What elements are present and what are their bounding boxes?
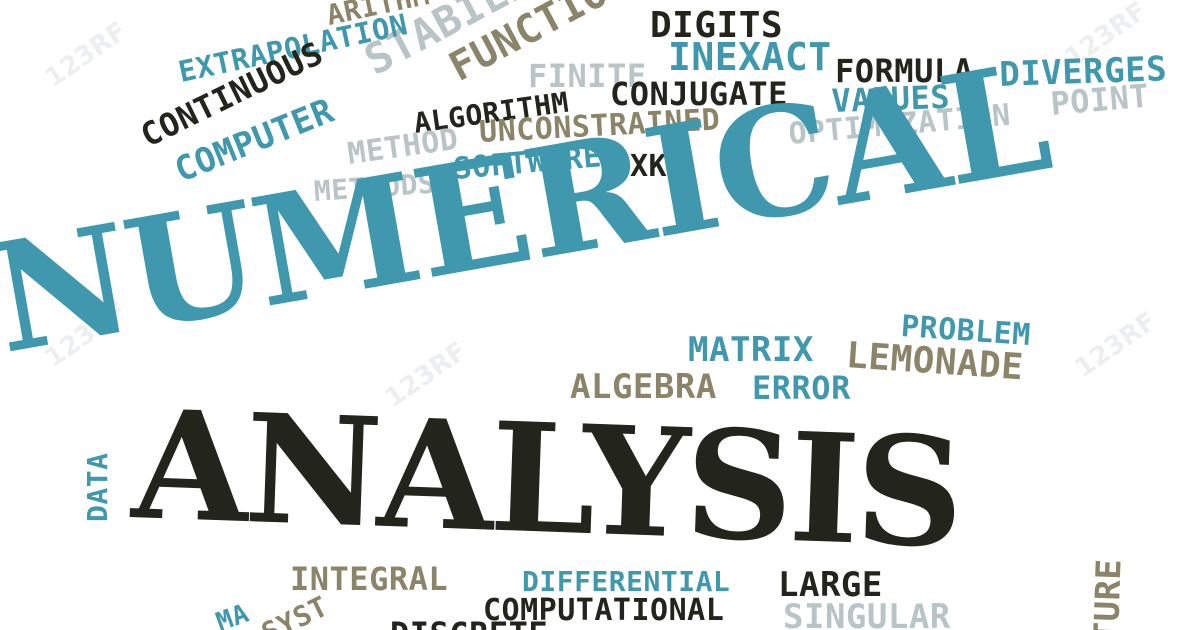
word-large: LARGE xyxy=(778,565,883,605)
word-xk: XK xyxy=(630,149,668,184)
word-formula: FORMULA xyxy=(835,52,974,90)
word-lemonade: LEMONADE xyxy=(844,335,1025,389)
word-data: DATA xyxy=(81,452,114,522)
word-algebra: ALGEBRA xyxy=(570,367,717,407)
word-differential: DIFFERENTIAL xyxy=(522,565,731,598)
word-digits: DIGITS xyxy=(650,5,784,46)
word-ature: ATURE xyxy=(1086,557,1130,630)
word-analysis: ANALYSIS xyxy=(129,377,963,582)
word-singular: SINGULAR xyxy=(783,597,951,630)
word-point: POINT xyxy=(1048,76,1151,123)
word-finite: FINITE xyxy=(528,57,647,95)
word-integral: INTEGRAL xyxy=(290,560,449,598)
word-discrete: DISCRETE xyxy=(390,618,548,630)
word-ma: MA xyxy=(212,598,254,630)
word-inexact: INEXACT xyxy=(668,35,832,79)
watermark-logo: 123RF xyxy=(1069,306,1163,384)
word-error: ERROR xyxy=(752,369,851,407)
word-computational: COMPUTATIONAL xyxy=(483,593,725,628)
word-conjugate: CONJUGATE xyxy=(610,75,788,113)
watermark-logo: 123RF xyxy=(39,16,133,94)
word-matrix: MATRIX xyxy=(688,330,814,370)
word-syst: SYST xyxy=(256,589,334,630)
